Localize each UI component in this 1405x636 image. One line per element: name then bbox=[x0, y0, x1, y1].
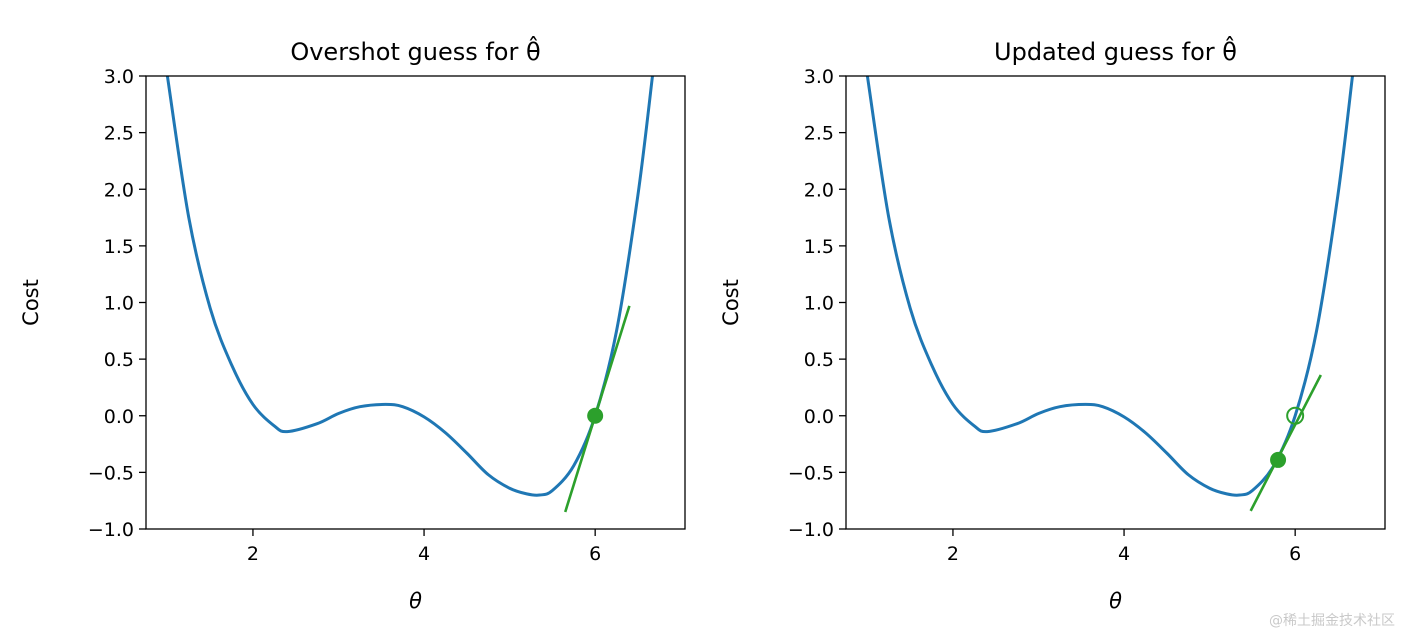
y-tick-label: 0.0 bbox=[804, 406, 834, 428]
y-tick-label: 1.5 bbox=[104, 236, 134, 258]
axes-frame bbox=[845, 75, 1386, 530]
current-guess-point bbox=[587, 407, 604, 424]
y-axis-label: Cost bbox=[719, 279, 743, 326]
y-tick-label: −0.5 bbox=[788, 462, 834, 484]
y-tick-label: 2.5 bbox=[104, 123, 134, 145]
y-tick-label: 2.0 bbox=[104, 179, 134, 201]
tangent-line bbox=[1249, 374, 1322, 512]
x-tick-label: 2 bbox=[247, 543, 259, 565]
y-tick-label: 0.5 bbox=[804, 349, 834, 371]
y-tick-label: −1.0 bbox=[88, 519, 134, 541]
cost-curve bbox=[865, 76, 1354, 497]
y-tick-label: 0.5 bbox=[104, 349, 134, 371]
y-tick-label: 3.0 bbox=[804, 66, 834, 88]
plot-area bbox=[165, 76, 654, 513]
chart-updated-guess: −1.0 −0.5 0.0 0.5 1.0 1.5 2.0 2.5 3.0 2 4 6 θ Cost Upd… bbox=[719, 36, 1386, 613]
y-tick-label: 2.0 bbox=[804, 179, 834, 201]
y-tick-label: 0.0 bbox=[104, 406, 134, 428]
x-tick-label: 2 bbox=[947, 543, 959, 565]
current-guess-point bbox=[1270, 451, 1287, 468]
y-tick-label: 3.0 bbox=[104, 66, 134, 88]
y-tick-label: 1.5 bbox=[804, 236, 834, 258]
axes-frame bbox=[145, 75, 686, 530]
plot-area bbox=[865, 76, 1354, 512]
y-axis-label: Cost bbox=[19, 279, 43, 326]
x-tick-label: 4 bbox=[418, 543, 430, 565]
y-tick-label: 2.5 bbox=[804, 123, 834, 145]
y-tick-label: 1.0 bbox=[804, 293, 834, 315]
y-tick-label: −1.0 bbox=[788, 519, 834, 541]
chart-overshot-guess: −1.0 −0.5 0.0 0.5 1.0 1.5 2.0 2.5 3.0 2 4 6 θ Cost Ove… bbox=[19, 36, 686, 613]
x-tick-label: 6 bbox=[1289, 543, 1301, 565]
watermark: @稀土掘金技术社区 bbox=[1269, 613, 1395, 629]
x-tick-label: 6 bbox=[589, 543, 601, 565]
x-axis-label: θ bbox=[409, 589, 422, 613]
x-axis-label: θ bbox=[1109, 589, 1122, 613]
y-tick-label: 1.0 bbox=[104, 293, 134, 315]
y-tick-label: −0.5 bbox=[88, 462, 134, 484]
cost-curve bbox=[165, 76, 654, 497]
x-tick-label: 4 bbox=[1118, 543, 1130, 565]
chart-title: Overshot guess for θ̂ bbox=[290, 36, 540, 66]
previous-guess-point bbox=[1286, 406, 1305, 425]
chart-title: Updated guess for θ̂ bbox=[994, 36, 1237, 66]
